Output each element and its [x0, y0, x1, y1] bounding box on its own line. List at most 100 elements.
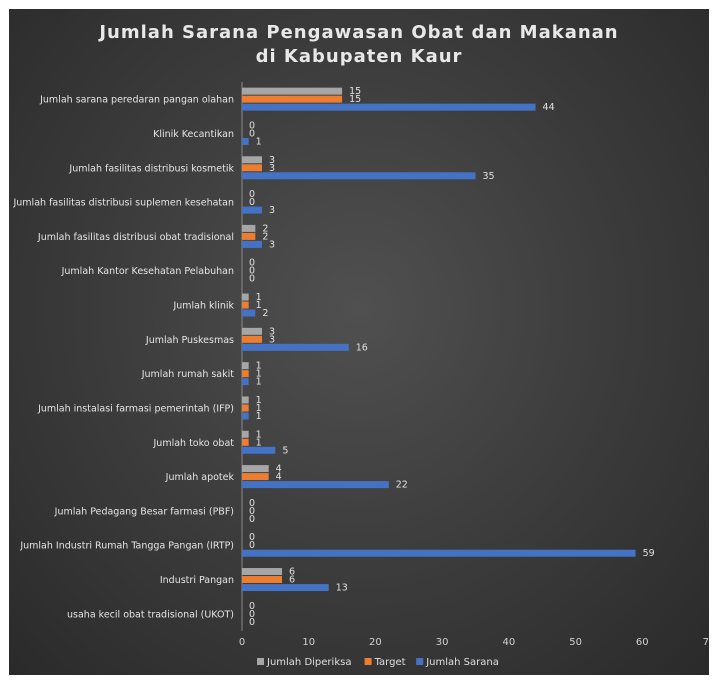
data-label: 2	[262, 231, 268, 242]
x-tick-label: 40	[502, 637, 515, 648]
x-tick-label: 10	[302, 637, 315, 648]
legend-swatch	[364, 658, 372, 665]
data-label: 3	[269, 163, 275, 174]
data-label: 0	[249, 601, 255, 612]
data-label: 0	[249, 266, 255, 277]
data-label: 35	[483, 171, 495, 182]
bar-jumlah-diperiksa	[242, 396, 249, 404]
data-label: 0	[249, 274, 255, 285]
bar-target	[242, 438, 249, 446]
legend-label: Target	[374, 657, 406, 668]
bar-jumlah-diperiksa	[242, 465, 269, 473]
bar-jumlah-sarana	[242, 343, 349, 351]
data-label: 3	[269, 326, 275, 337]
bar-jumlah-sarana	[242, 584, 329, 592]
legend-label: Jumlah Diperiksa	[266, 657, 351, 668]
data-label: 5	[282, 445, 288, 456]
data-label: 4	[276, 472, 282, 483]
data-label: 6	[289, 575, 295, 586]
bar-target	[242, 576, 283, 584]
data-label: 0	[249, 258, 255, 269]
data-label: 0	[249, 532, 255, 543]
data-label: 1	[256, 395, 262, 406]
data-label: 1	[256, 361, 262, 372]
category-label: Klinik Kecantikan	[153, 129, 234, 140]
bar-jumlah-sarana	[242, 378, 249, 386]
bar-target	[242, 164, 263, 172]
data-label: 3	[269, 205, 275, 216]
data-label: 0	[249, 609, 255, 620]
legend-swatch	[416, 658, 424, 665]
data-label: 1	[256, 136, 262, 147]
legend-label: Jumlah Sarana	[425, 657, 499, 668]
data-label: 3	[269, 334, 275, 345]
data-label: 0	[249, 120, 255, 131]
bar-jumlah-diperiksa	[242, 87, 343, 95]
category-label: Jumlah instalasi farmasi pemerintah (IFP…	[37, 403, 234, 414]
category-label: Jumlah Puskesmas	[145, 335, 234, 346]
data-label: 0	[249, 197, 255, 208]
category-label: Jumlah Kantor Kesehatan Pelabuhan	[61, 266, 234, 277]
category-label: Jumlah Pedagang Besar farmasi (PBF)	[54, 506, 234, 517]
bar-jumlah-sarana	[242, 137, 249, 145]
data-label: 1	[256, 437, 262, 448]
category-label: Jumlah sarana peredaran pangan olahan	[39, 95, 234, 106]
x-tick-label: 70	[703, 637, 709, 648]
category-label: Jumlah apotek	[165, 472, 235, 483]
data-label: 0	[249, 514, 255, 525]
data-label: 1	[256, 377, 262, 388]
data-label: 0	[249, 540, 255, 551]
chart-area: Jumlah Sarana Pengawasan Obat dan Makana…	[9, 9, 709, 675]
data-label: 2	[262, 308, 268, 319]
bar-jumlah-sarana	[242, 309, 256, 317]
bar-jumlah-diperiksa	[242, 293, 249, 301]
bar-jumlah-sarana	[242, 240, 263, 248]
bar-jumlah-diperiksa	[242, 430, 249, 438]
bar-jumlah-sarana	[242, 412, 249, 420]
chart-title-line-2: di Kabupaten Kaur	[255, 46, 463, 67]
bar-jumlah-diperiksa	[242, 156, 263, 164]
bar-jumlah-sarana	[242, 446, 276, 454]
bar-jumlah-diperiksa	[242, 224, 256, 232]
x-tick-label: 60	[636, 637, 649, 648]
chart-title-line-1: Jumlah Sarana Pengawasan Obat dan Makana…	[99, 22, 619, 43]
data-label: 22	[396, 480, 408, 491]
data-label: 44	[543, 102, 555, 113]
x-tick-label: 0	[239, 637, 245, 648]
data-label: 0	[249, 506, 255, 517]
bar-jumlah-sarana	[242, 549, 636, 557]
bar-jumlah-diperiksa	[242, 568, 283, 576]
data-label: 0	[249, 189, 255, 200]
data-label: 3	[269, 239, 275, 250]
x-tick-label: 30	[436, 637, 449, 648]
data-label: 16	[356, 342, 368, 353]
category-label: Jumlah fasilitas distribusi suplemen kes…	[12, 198, 234, 209]
bar-jumlah-sarana	[242, 172, 476, 180]
data-label: 1	[256, 403, 262, 414]
bar-chart: Jumlah sarana peredaran pangan olahan151…	[12, 82, 709, 668]
data-label: 13	[336, 583, 348, 594]
data-label: 1	[256, 429, 262, 440]
x-tick-label: 50	[569, 637, 582, 648]
chart-title: Jumlah Sarana Pengawasan Obat dan Makana…	[9, 21, 709, 69]
category-label: Jumlah toko obat	[153, 438, 235, 449]
bar-jumlah-sarana	[242, 103, 536, 111]
data-label: 1	[256, 292, 262, 303]
data-label: 0	[249, 498, 255, 509]
bar-target	[242, 301, 249, 309]
data-label: 2	[262, 223, 268, 234]
data-label: 4	[276, 464, 282, 475]
category-label: Industri Pangan	[160, 575, 234, 586]
category-label: Jumlah fasilitas distribusi obat tradisi…	[37, 232, 234, 243]
data-label: 6	[289, 567, 295, 578]
bar-jumlah-diperiksa	[242, 362, 249, 370]
data-label: 1	[256, 300, 262, 311]
bar-target	[242, 95, 343, 103]
category-label: usaha kecil obat tradisional (UKOT)	[67, 609, 234, 620]
bar-jumlah-sarana	[242, 206, 263, 214]
bar-target	[242, 232, 256, 240]
bar-target	[242, 404, 249, 412]
data-label: 15	[349, 94, 361, 105]
data-label: 1	[256, 411, 262, 422]
category-label: Jumlah klinik	[172, 301, 234, 312]
